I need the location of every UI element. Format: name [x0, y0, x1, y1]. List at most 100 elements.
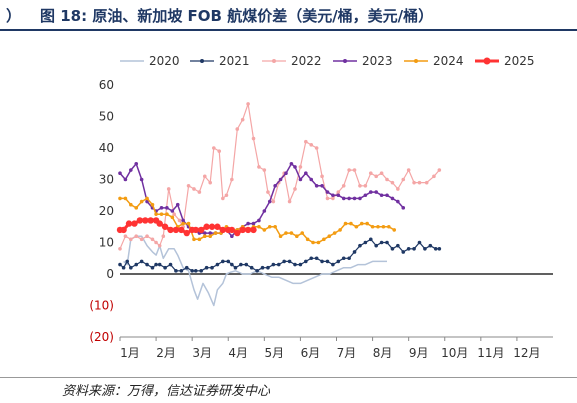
- data-point: [204, 265, 209, 270]
- data-point: [304, 259, 308, 264]
- data-point: [331, 262, 335, 267]
- data-point: [428, 243, 433, 248]
- plot-area: [116, 102, 442, 307]
- y-tick-label: 50: [99, 110, 114, 124]
- data-point: [390, 247, 395, 251]
- data-point: [192, 226, 199, 234]
- data-point: [437, 168, 442, 172]
- data-point: [246, 221, 250, 226]
- data-point: [249, 265, 254, 270]
- header-bracket: ）: [6, 7, 22, 25]
- data-point: [406, 168, 411, 172]
- data-point: [406, 247, 411, 251]
- legend-label: 2020: [149, 54, 180, 68]
- title-rule: [0, 29, 577, 31]
- data-point: [244, 226, 252, 234]
- data-point: [197, 237, 202, 242]
- legend-label: 2023: [362, 54, 393, 68]
- data-point: [314, 184, 319, 188]
- data-point: [374, 174, 378, 179]
- data-point: [221, 196, 225, 201]
- data-point: [134, 161, 139, 166]
- data-point: [215, 262, 220, 267]
- data-point: [170, 215, 175, 220]
- data-point: [343, 221, 348, 226]
- data-point: [192, 187, 196, 191]
- data-point: [433, 247, 438, 251]
- data-point: [314, 256, 319, 261]
- data-point: [390, 196, 395, 201]
- data-point: [271, 199, 276, 204]
- data-point: [123, 234, 128, 238]
- data-point: [273, 224, 277, 229]
- data-point: [368, 190, 373, 194]
- data-point: [257, 165, 261, 169]
- series-2024: [118, 196, 397, 245]
- data-point: [289, 161, 294, 166]
- data-point: [300, 231, 305, 235]
- data-point: [385, 240, 389, 245]
- data-point: [240, 117, 245, 122]
- data-point: [320, 174, 324, 179]
- data-point: [266, 190, 270, 194]
- legend-item-2025: 2025: [475, 54, 535, 68]
- data-point: [331, 196, 335, 201]
- data-point: [417, 240, 422, 245]
- data-point: [314, 146, 319, 150]
- data-point: [284, 231, 288, 235]
- data-point: [331, 193, 335, 198]
- y-tick-label: 40: [99, 141, 114, 155]
- y-tick-label: 0: [106, 267, 114, 281]
- bottom-rule: [0, 377, 577, 378]
- y-axis-ticks: (20) (10) 0 10 20 30 40 50 60: [89, 78, 114, 344]
- data-point: [230, 177, 234, 182]
- data-point: [118, 196, 122, 201]
- data-point: [139, 237, 144, 242]
- y-tick-label: 20: [99, 204, 114, 218]
- data-point: [257, 224, 261, 229]
- data-point: [213, 231, 218, 235]
- data-point: [168, 262, 173, 267]
- data-point: [304, 139, 308, 144]
- data-point: [159, 206, 164, 210]
- data-point: [131, 220, 138, 227]
- data-point: [309, 177, 314, 182]
- data-point: [230, 262, 234, 267]
- y-tick-label: 30: [99, 173, 114, 187]
- data-point: [150, 202, 155, 207]
- data-point: [365, 221, 369, 226]
- data-point: [363, 240, 368, 245]
- data-point: [385, 177, 389, 182]
- data-point: [352, 250, 357, 254]
- data-point: [396, 243, 400, 248]
- data-point: [262, 228, 267, 232]
- data-point: [396, 187, 400, 191]
- data-point: [154, 262, 158, 267]
- data-point: [298, 177, 303, 182]
- data-point: [341, 184, 346, 188]
- data-point: [316, 240, 321, 245]
- data-point: [163, 265, 167, 270]
- data-point: [327, 234, 332, 238]
- legend-marker: [200, 59, 204, 63]
- data-point: [396, 199, 400, 204]
- data-point: [424, 180, 429, 185]
- data-point: [134, 206, 139, 210]
- series-line-2024: [120, 197, 395, 244]
- data-point: [309, 256, 314, 261]
- data-point: [311, 240, 315, 245]
- x-tick-label: 4月: [228, 346, 248, 360]
- data-point: [177, 218, 182, 223]
- data-point: [172, 226, 180, 234]
- data-point: [304, 171, 308, 175]
- data-point: [175, 202, 180, 207]
- data-point: [358, 243, 362, 248]
- data-point: [129, 237, 133, 242]
- chart-legend: 2020 2021 2022 2023 2024 2025: [120, 54, 535, 68]
- data-point: [136, 217, 144, 224]
- figure-title: 图 18: 原油、新加坡 FOB 航煤价差（美元/桶，美元/桶）: [40, 7, 434, 25]
- data-point: [332, 231, 337, 235]
- data-point: [250, 226, 257, 234]
- data-point: [139, 259, 144, 264]
- data-point: [118, 262, 122, 267]
